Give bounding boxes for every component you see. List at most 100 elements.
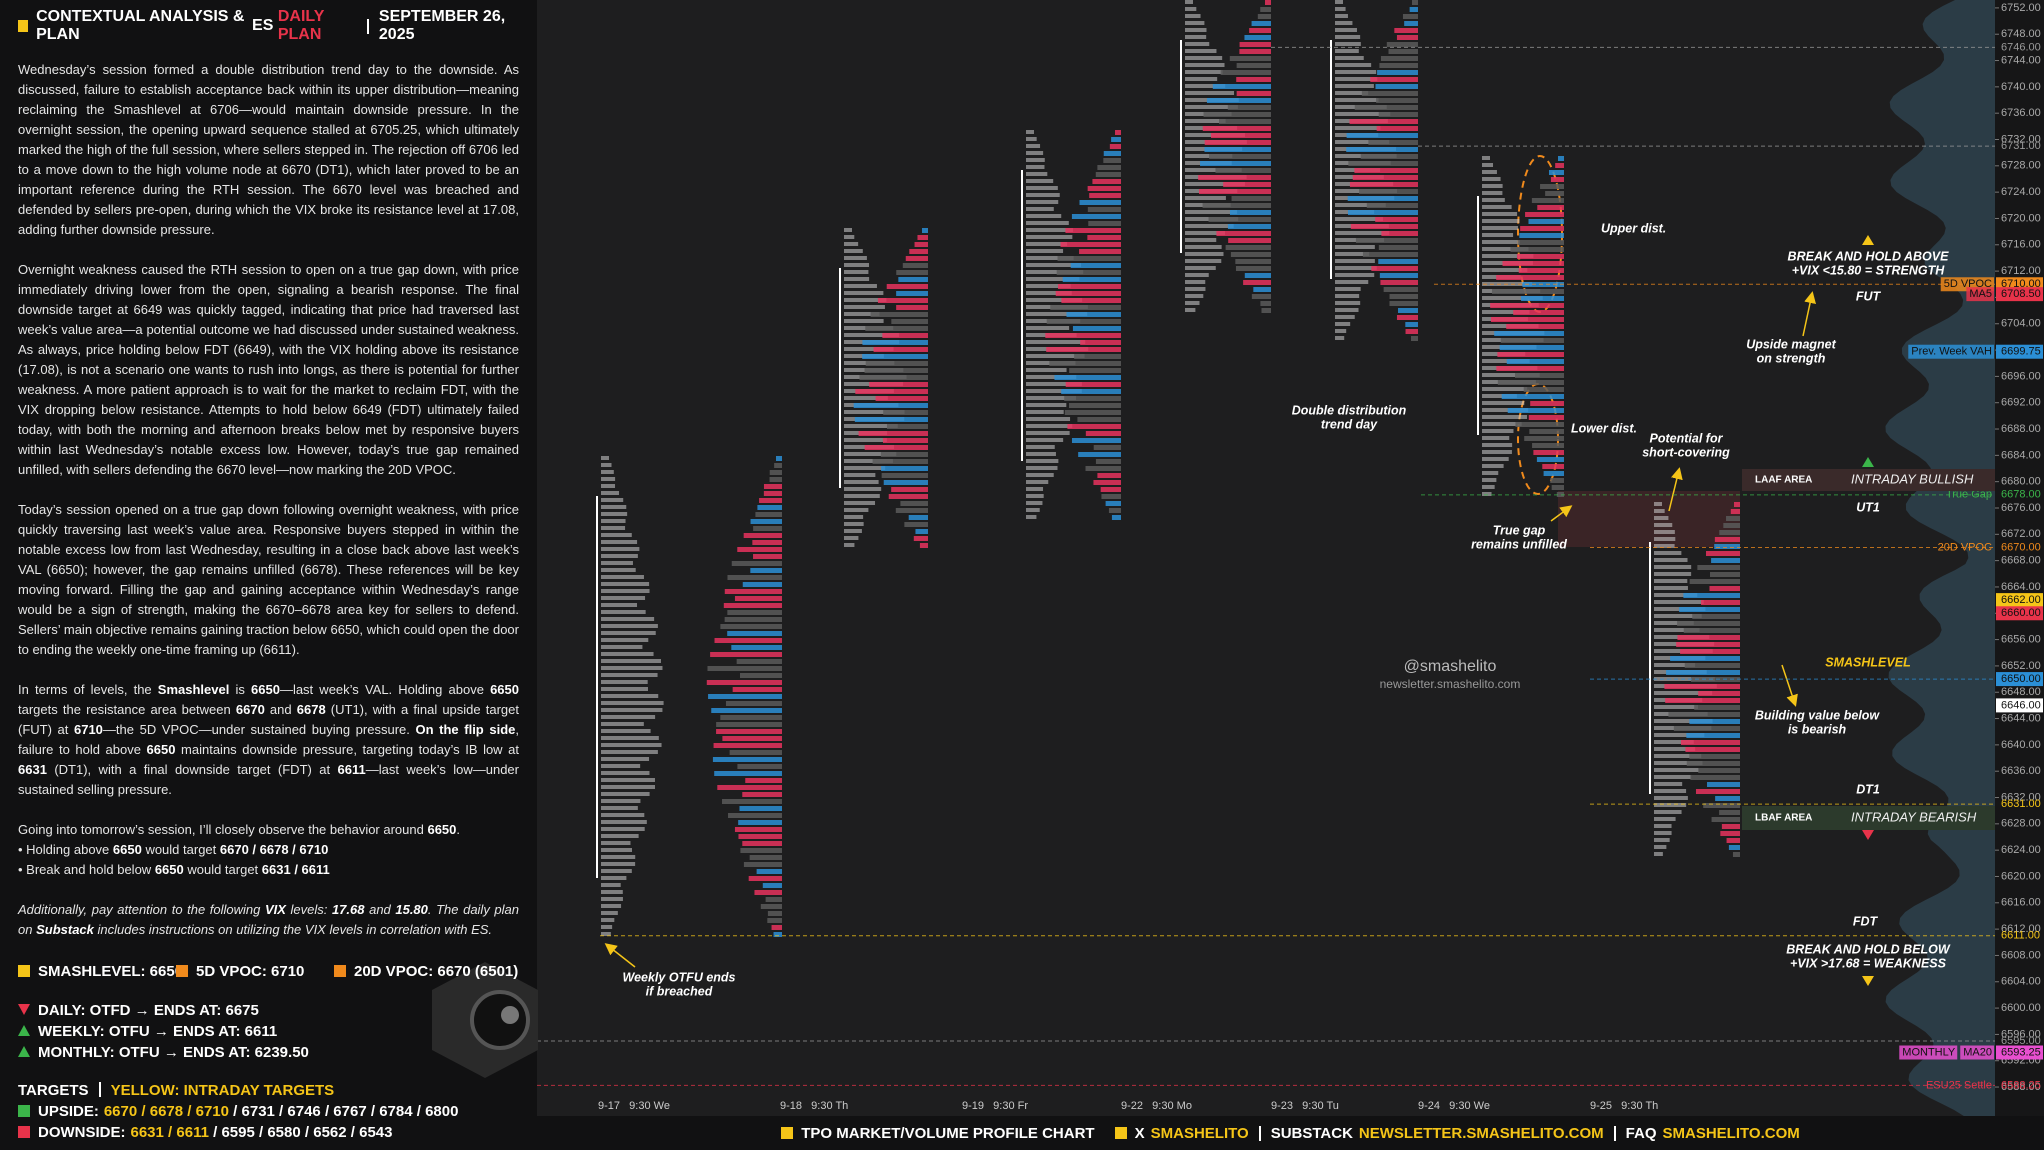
volume-bar: [1235, 259, 1271, 264]
volume-bar: [1077, 417, 1121, 422]
target-value: 6631: [130, 1124, 164, 1141]
tpo-letters: [1654, 600, 1704, 604]
tpo-letters: [601, 722, 644, 726]
volume-bar: [1732, 852, 1740, 857]
tpo-letters: [601, 456, 609, 460]
target-value: 6784: [379, 1103, 413, 1120]
tpo-letters: [1026, 403, 1067, 407]
volume-bar: [742, 841, 782, 846]
tpo-letters: [844, 529, 862, 533]
volume-bar: [1354, 168, 1418, 173]
tpo-letters: [601, 491, 620, 495]
tpo-letters: [1654, 733, 1705, 737]
tpo-letters: [1654, 761, 1703, 765]
swatch: [18, 965, 30, 977]
key-level: 20D VPOC: 6670 (6501): [334, 963, 518, 980]
tpo-letters: [1654, 614, 1702, 618]
annotation: trend day: [1321, 417, 1378, 431]
volume-bar: [725, 701, 782, 706]
tpo-letters: [601, 470, 614, 474]
tpo-letters: [601, 638, 649, 642]
volume-bar: [1376, 98, 1418, 103]
volume-bar: [1677, 621, 1740, 626]
volume-bar: [1518, 268, 1564, 273]
volume-bar: [1690, 775, 1740, 780]
volume-bar: [1071, 214, 1121, 219]
text: would target: [183, 862, 262, 877]
tpo-letters: [601, 855, 636, 859]
text: , failure to hold above: [18, 722, 519, 757]
tpo-letters: [1335, 245, 1375, 249]
volume-bar: [1265, 0, 1271, 5]
volume-bar: [1689, 754, 1740, 759]
volume-bar: [1398, 308, 1418, 313]
volume-bar: [1540, 184, 1564, 189]
volume-bar: [891, 319, 928, 324]
tpo-letters: [601, 547, 640, 551]
volume-bar: [1072, 326, 1121, 331]
tpo-letters: [1185, 0, 1193, 4]
volume-bar: [1709, 586, 1740, 591]
target-value: 6710: [195, 1103, 229, 1120]
volume-bar: [1719, 530, 1740, 535]
volume-bar: [1368, 140, 1418, 145]
tpo-letters: [1335, 14, 1348, 18]
tpo-letters: [601, 680, 648, 684]
volume-bar: [1394, 28, 1418, 33]
level-label: 6670.00: [2001, 541, 2041, 553]
volume-bar: [1411, 336, 1418, 341]
bold-text: 6678: [296, 702, 326, 717]
tpo-letters: [601, 715, 656, 719]
tpo-letters: [601, 834, 639, 838]
level-label: 6611.00: [2001, 930, 2040, 942]
volume-bar: [1685, 747, 1740, 752]
tpo-letters: [1654, 740, 1694, 744]
bold-text: 6650: [146, 742, 176, 757]
volume-bar: [1347, 196, 1418, 201]
level-label: 6708.50: [2001, 288, 2041, 300]
tpo-letters: [601, 729, 651, 733]
volume-bar: [1711, 817, 1740, 822]
targets-title: TARGETS YELLOW: INTRADAY TARGETS: [18, 1082, 334, 1099]
logo: [432, 962, 538, 1078]
tpo-letters: [1654, 572, 1692, 576]
y-tick-label: 6732.00: [2001, 133, 2041, 145]
volume-bar: [1067, 424, 1121, 429]
header: CONTEXTUAL ANALYSIS & PLAN ES DAILY PLAN…: [18, 8, 519, 43]
tpo-letters: [601, 519, 626, 523]
tpo-letters: [1026, 235, 1073, 239]
volume-bar: [1529, 429, 1564, 434]
tpo-letters: [1026, 445, 1055, 449]
tpo-letters: [1654, 523, 1673, 527]
volume-bar: [1069, 403, 1121, 408]
volume-bar: [753, 526, 782, 531]
volume-bar: [1520, 226, 1564, 231]
paragraph: Additionally, pay attention to the follo…: [18, 900, 519, 940]
volume-bar: [904, 522, 928, 527]
volume-bar: [1115, 130, 1121, 135]
tpo-letters: [601, 736, 659, 740]
trend-text: DAILY: OTFD → ENDS AT: 6675: [38, 1002, 259, 1019]
volume-bar: [739, 806, 782, 811]
tpo-letters: [1185, 168, 1242, 172]
volume-bar: [1380, 280, 1418, 285]
annotation: +VIX >17.68 = WEAKNESS: [1790, 956, 1947, 970]
volume-bar: [1100, 487, 1121, 492]
key-level: SMASHLEVEL: 6650: [18, 963, 183, 980]
tpo-letters: [1026, 508, 1040, 512]
tpo-letters: [844, 508, 869, 512]
analysis-panel: CONTEXTUAL ANALYSIS & PLAN ES DAILY PLAN…: [0, 0, 538, 1150]
tpo-letters: [1654, 558, 1688, 562]
text: levels:: [285, 902, 332, 917]
volume-bar: [1381, 231, 1418, 236]
volume-bar: [1061, 389, 1121, 394]
tpo-letters: [1654, 803, 1687, 807]
tpo-letters: [1482, 408, 1529, 412]
volume-bar: [1362, 252, 1418, 257]
annotation: remains unfilled: [1471, 537, 1567, 551]
tpo-letters: [601, 876, 627, 880]
tpo-letters: [844, 452, 897, 456]
volume-bar: [1071, 438, 1121, 443]
tpo-letters: [1482, 436, 1510, 440]
footer-link: SMASHELITO.COM: [1662, 1124, 1800, 1142]
